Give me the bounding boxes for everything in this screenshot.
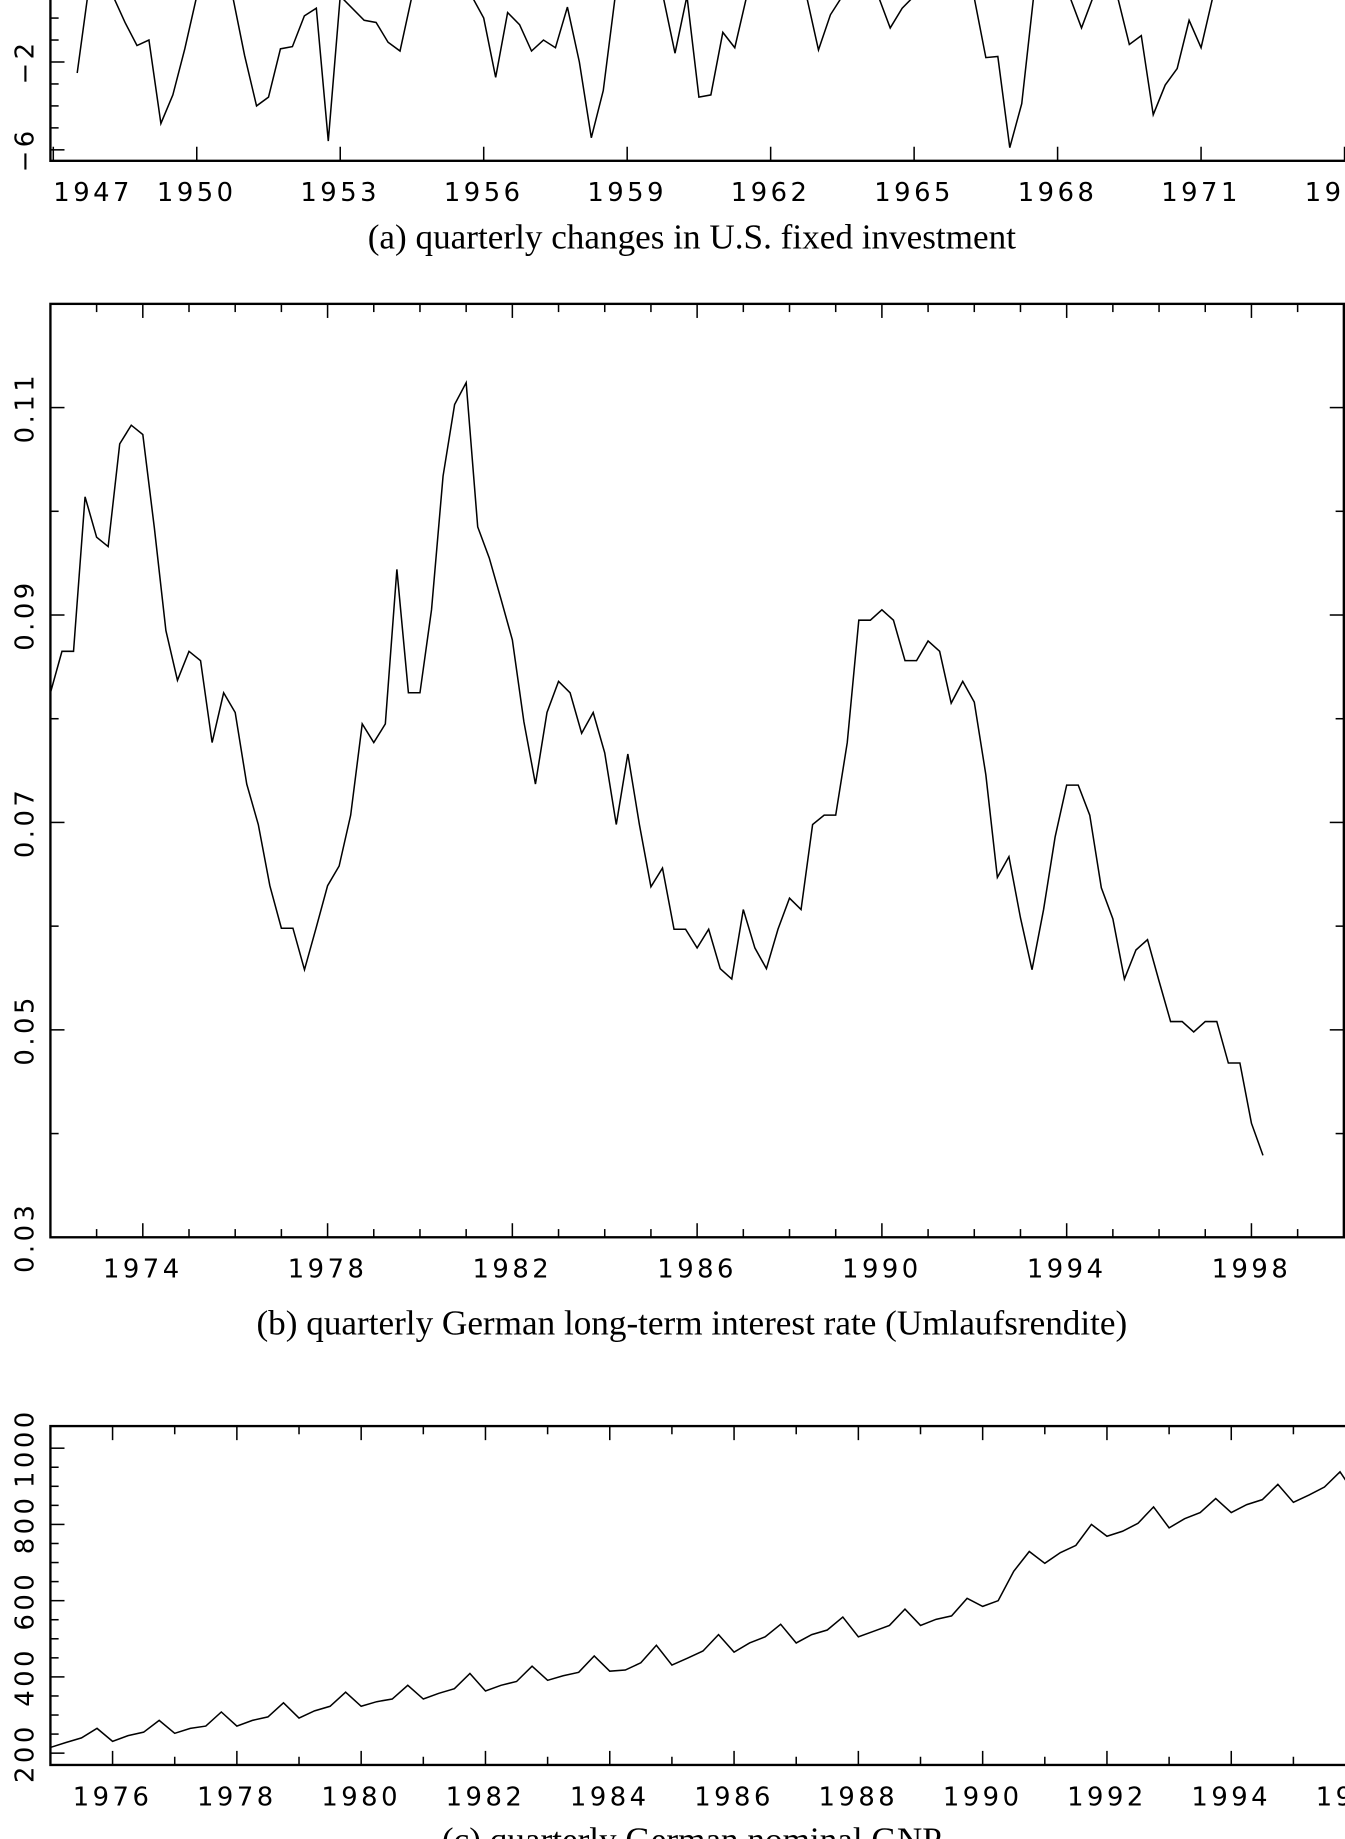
y-tick-label: 0.11	[10, 372, 40, 443]
y-tick-label: 0.09	[10, 579, 40, 650]
x-tick-label: 1950	[157, 178, 237, 208]
x-tick-label: 1986	[657, 1255, 737, 1285]
x-tick-label: 1978	[197, 1782, 277, 1812]
y-tick-label: 0.03	[10, 1202, 40, 1273]
x-tick-label: 1984	[570, 1782, 650, 1812]
x-tick-label: 1974	[103, 1255, 183, 1285]
x-tick-label: 1994	[1191, 1782, 1271, 1812]
y-tick-label: 800	[10, 1495, 40, 1555]
x-tick-label: 1976	[73, 1782, 153, 1812]
x-tick-label: 1990	[943, 1782, 1023, 1812]
x-tick-label: 1953	[300, 178, 380, 208]
caption: (b) quarterly German long-term interest …	[256, 1303, 1127, 1342]
x-tick-label: 1988	[819, 1782, 899, 1812]
y-tick-label: 1000	[10, 1408, 40, 1488]
series-line	[50, 380, 1264, 1156]
x-tick-label: 1974	[1305, 178, 1345, 208]
x-tick-label: 1978	[288, 1255, 368, 1285]
y-tick-label: 600	[10, 1571, 40, 1631]
y-tick-label: −2	[10, 39, 40, 84]
x-tick-label: 1959	[587, 178, 667, 208]
y-tick-label: 0.05	[10, 994, 40, 1065]
x-tick-label: 1980	[321, 1782, 401, 1812]
x-tick-label: 1994	[1027, 1255, 1107, 1285]
y-tick-label: 0.07	[10, 787, 40, 858]
x-tick-label: 1962	[731, 178, 811, 208]
series-line	[50, 1470, 1345, 1749]
x-tick-label: 1996	[1316, 1782, 1345, 1812]
x-tick-label: 1971	[1161, 178, 1241, 208]
caption: (a) quarterly changes in U.S. fixed inve…	[368, 218, 1016, 257]
series-line	[76, 0, 1213, 148]
caption: (c) quarterly German nominal GNP	[442, 1821, 942, 1839]
x-tick-label: 1982	[473, 1255, 553, 1285]
y-tick-label: 200	[10, 1723, 40, 1783]
x-tick-label: 1965	[874, 178, 954, 208]
x-tick-label: 1990	[842, 1255, 922, 1285]
x-tick-label: 1968	[1018, 178, 1098, 208]
y-tick-label: 400	[10, 1647, 40, 1707]
x-tick-label: 1998	[1212, 1255, 1292, 1285]
x-tick-label: 1992	[1067, 1782, 1147, 1812]
x-tick-label: 1982	[446, 1782, 526, 1812]
x-tick-label: 1947	[53, 178, 133, 208]
y-tick-label: −6	[10, 127, 40, 172]
plot-frame	[49, 0, 1345, 162]
x-tick-label: 1956	[444, 178, 524, 208]
plot-frame	[49, 1424, 1345, 1767]
x-tick-label: 1986	[694, 1782, 774, 1812]
